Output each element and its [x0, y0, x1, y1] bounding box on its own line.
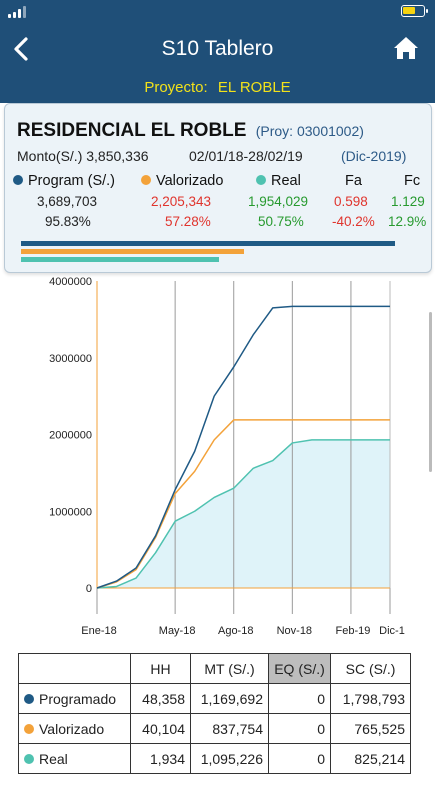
- table-cell: 765,525: [330, 713, 411, 744]
- table-cell: 1,095,226: [190, 743, 269, 774]
- table-cell: 0: [268, 713, 331, 744]
- valorizado-value: 2,205,343: [151, 194, 212, 209]
- project-title: RESIDENCIAL EL ROBLE: [17, 120, 247, 141]
- series-line-real: [96, 439, 390, 589]
- status-bar: [0, 0, 435, 24]
- y-tick-label: 4000000: [49, 276, 92, 288]
- fc-pct: 12.9%: [388, 214, 427, 229]
- table-header: SC (S/.): [330, 653, 411, 684]
- date-range: 02/01/18-28/02/19: [189, 148, 303, 164]
- row-label: Real: [18, 743, 131, 774]
- y-tick-label: 3000000: [49, 353, 92, 365]
- valorizado-progress-bar: [21, 249, 245, 254]
- fc-header: Fc: [404, 173, 421, 189]
- real-pct: 50.75%: [258, 214, 304, 229]
- program-value: 3,689,703: [37, 194, 98, 209]
- program-pct: 95.83%: [45, 214, 91, 229]
- fc-value: 1.129: [391, 194, 425, 209]
- table-cell: 1,934: [130, 743, 191, 774]
- legend-program: Program (S/.): [13, 173, 115, 189]
- table-row: Programado 48,358 1,169,692 0 1,798,793: [18, 683, 411, 714]
- table-header: MT (S/.): [190, 653, 269, 684]
- x-tick-label: Ago-18: [218, 625, 253, 637]
- cost-table: HH MT (S/.) EQ (S/.) SC (S/.) Programado…: [18, 653, 411, 774]
- x-tick-label: Feb-19: [336, 625, 371, 637]
- program-progress-bar: [21, 241, 395, 246]
- x-tick-label: Dic-1: [379, 625, 405, 637]
- home-icon: [394, 37, 418, 59]
- real-dot-icon: [256, 175, 266, 185]
- table-cell: 1,169,692: [190, 683, 269, 714]
- real-area-fill: [97, 439, 390, 588]
- x-tick-label: May-18: [159, 625, 196, 637]
- progress-chart: Ene-18 May-18 Ago-18 Nov-18 Feb-19 Dic-1 0 1000…: [49, 276, 405, 637]
- app-header: S10 Tablero Proyecto: EL ROBLE: [0, 0, 435, 103]
- fa-header: Fa: [345, 173, 362, 189]
- table-header: HH: [130, 653, 191, 684]
- y-tick-label: 2000000: [49, 430, 92, 442]
- programado-dot-icon: [24, 693, 34, 704]
- table-header-selected[interactable]: EQ (S/.): [268, 653, 331, 684]
- card-title: RESIDENCIAL EL ROBLE (Proy: 03001002): [17, 120, 364, 142]
- real-value: 1,954,029: [248, 194, 309, 209]
- valorizado-pct: 57.28%: [165, 214, 211, 229]
- y-tick-label: 1000000: [49, 506, 92, 518]
- real-dot-icon: [24, 753, 34, 764]
- series-line-program: [96, 305, 390, 589]
- legend-real-label: Real: [271, 173, 301, 189]
- fa-pct: -40.2%: [332, 214, 375, 229]
- project-name: EL ROBLE: [217, 79, 291, 96]
- valorizado-dot-icon: [24, 723, 34, 734]
- fa-value: 0.598: [334, 194, 368, 209]
- chevron-left-icon: [14, 37, 28, 61]
- row-label: Programado: [18, 683, 131, 714]
- summary-card: RESIDENCIAL EL ROBLE (Proy: 03001002) Mo…: [4, 103, 432, 273]
- table-header: [18, 653, 131, 684]
- valorizado-dot-icon: [141, 175, 151, 185]
- project-line: Proyecto: EL ROBLE: [0, 79, 435, 96]
- table-cell: 825,214: [330, 743, 411, 774]
- project-label: Proyecto:: [144, 79, 208, 96]
- table-cell: 40,104: [130, 713, 191, 744]
- x-tick-label: Nov-18: [277, 625, 312, 637]
- period: (Dic-2019): [341, 148, 407, 164]
- back-button[interactable]: [6, 34, 36, 64]
- project-code: (Proy: 03001002): [255, 123, 364, 139]
- home-button[interactable]: [393, 36, 421, 62]
- table-cell: 0: [268, 743, 331, 774]
- legend-valorizado-label: Valorizado: [156, 173, 224, 189]
- table-cell: 48,358: [130, 683, 191, 714]
- legend-real: Real: [256, 173, 301, 189]
- real-progress-bar: [21, 257, 219, 262]
- battery-icon: [401, 5, 428, 17]
- legend-program-label: Program (S/.): [28, 173, 116, 189]
- table-cell: 0: [268, 683, 331, 714]
- table-header-row: HH MT (S/.) EQ (S/.) SC (S/.): [18, 653, 411, 684]
- table-row: Real 1,934 1,095,226 0 825,214: [18, 743, 411, 774]
- table-cell: 1,798,793: [330, 683, 411, 714]
- table-cell: 837,754: [190, 713, 269, 744]
- legend-valorizado: Valorizado: [141, 173, 223, 189]
- y-tick-label: 0: [86, 583, 92, 595]
- program-dot-icon: [13, 175, 23, 185]
- x-tick-label: Ene-18: [81, 625, 116, 637]
- row-label: Valorizado: [18, 713, 131, 744]
- table-row: Valorizado 40,104 837,754 0 765,525: [18, 713, 411, 744]
- scrollbar[interactable]: [429, 312, 432, 472]
- monto: Monto(S/.) 3,850,336: [17, 148, 149, 164]
- signal-icon: [8, 6, 28, 18]
- page-title: S10 Tablero: [161, 37, 274, 60]
- series-line-valorizado: [96, 419, 390, 589]
